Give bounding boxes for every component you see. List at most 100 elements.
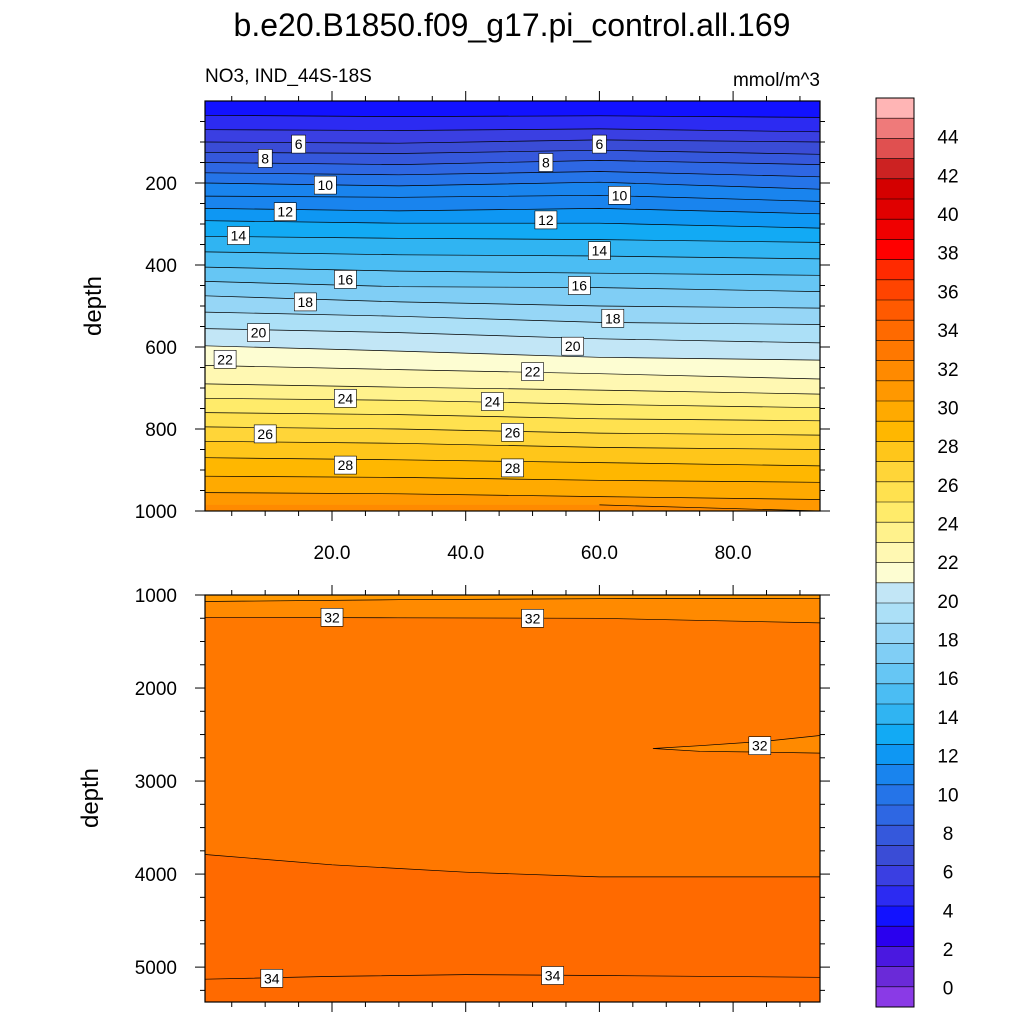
contour-label-bot-3: 34	[260, 968, 284, 988]
colorbar-swatch-11	[876, 320, 914, 341]
colorbar-swatch-10	[876, 300, 914, 321]
colorbar-swatch-40	[876, 906, 914, 927]
contour-label-top-5: 10	[608, 186, 631, 205]
contour-label-top-22: 28	[334, 455, 357, 475]
colorbar-swatch-21	[876, 522, 914, 543]
contour-line-top-9-5	[205, 171, 820, 178]
x-tick-label-top-0: 20.0	[314, 543, 351, 564]
contour-label-top-20: 26	[253, 424, 277, 444]
contour-label-top-23: 28	[501, 458, 524, 478]
y-tick-label-top-0: 200	[145, 174, 177, 195]
colorbar-swatch-14	[876, 380, 914, 402]
contour-label-top-17: 22	[521, 362, 544, 381]
colorbar-swatch-44	[876, 986, 914, 1008]
colorbar-swatch-26	[876, 623, 914, 644]
contour-line-top-20-16	[205, 328, 820, 344]
colorbar-swatch-34	[876, 784, 914, 806]
contour-label-text: 34	[545, 968, 561, 984]
y-tick-label-bot-0: 1000	[135, 586, 177, 607]
colorbar-frame	[875, 97, 915, 1008]
colorbar-swatch-3	[876, 158, 914, 180]
contour-label-top-8: 14	[227, 226, 250, 245]
contour-line-top-25-21	[205, 412, 820, 422]
contour-label-text: 6	[596, 136, 604, 152]
colorbar-swatch-20	[876, 502, 914, 523]
contour-line-top-15-11	[205, 251, 820, 260]
contour-line-bot-31-0	[205, 597, 820, 602]
colorbar-label-2: 40	[937, 205, 958, 226]
contour-label-text: 10	[612, 187, 628, 203]
lower-panel-contour-labels: 32 32 32 34 34	[260, 607, 772, 988]
contour-label-box	[227, 226, 250, 245]
y-tick-label-bot-2: 3000	[135, 772, 177, 793]
lower-panel-contour-lines	[205, 597, 820, 980]
y-tick-label-top-3: 800	[145, 420, 177, 441]
contour-label-text: 22	[217, 351, 233, 367]
contour-label-box	[293, 292, 317, 312]
y-tick-label-top-4: 1000	[135, 502, 177, 523]
colorbar-swatch-4	[876, 178, 914, 200]
colorbar-swatch-30	[876, 704, 914, 725]
contour-label-text: 32	[525, 610, 541, 626]
contour-line-top-26-22	[205, 426, 820, 436]
colorbar-label-21: 2	[943, 940, 954, 961]
contour-line-top-5-1	[205, 128, 820, 133]
colorbar: 4442403836343230282624222018161412108642…	[875, 97, 959, 1008]
contour-label-text: 8	[261, 150, 269, 166]
contour-line-top-10-6	[205, 181, 820, 190]
colorbar-swatch-15	[876, 401, 914, 422]
contour-label-box	[748, 736, 772, 756]
contour-label-text: 16	[572, 278, 588, 294]
contour-label-top-0: 6	[291, 134, 306, 154]
contour-label-box	[481, 392, 504, 411]
contour-label-box	[601, 308, 625, 328]
colorbar-swatch-37	[876, 845, 914, 866]
contour-label-text: 26	[257, 426, 273, 442]
colorbar-swatch-6	[876, 219, 914, 240]
colorbar-label-17: 10	[937, 785, 958, 806]
lower-y-axis-label: depth	[77, 768, 104, 828]
contour-line-top-31-27	[599, 504, 820, 511]
colorbar-label-16: 12	[937, 747, 958, 768]
colorbar-label-1: 42	[937, 166, 958, 187]
contour-line-bot-33-3	[205, 854, 820, 878]
colorbar-label-9: 26	[937, 476, 958, 497]
contour-label-top-2: 8	[257, 149, 273, 168]
colorbar-swatch-38	[876, 865, 914, 887]
colorbar-swatch-31	[876, 724, 914, 745]
contour-label-text: 6	[295, 136, 303, 152]
contour-label-top-3: 8	[538, 153, 554, 172]
contour-label-box	[501, 458, 524, 478]
colorbar-label-10: 24	[937, 515, 959, 536]
contour-label-text: 10	[318, 177, 334, 193]
colorbar-swatch-32	[876, 744, 914, 765]
contour-line-top-23-19	[205, 383, 820, 395]
contour-label-text: 28	[505, 460, 521, 476]
contour-label-text: 18	[605, 310, 621, 326]
contour-label-text: 20	[251, 325, 267, 341]
colorbar-swatch-22	[876, 542, 914, 563]
colorbar-label-12: 20	[937, 592, 958, 613]
units-label: mmol/m^3	[733, 70, 820, 91]
contour-label-text: 12	[538, 212, 554, 228]
colorbar-label-3: 38	[937, 244, 958, 265]
colorbar-label-14: 16	[937, 669, 958, 690]
colorbar-label-4: 36	[937, 282, 958, 303]
contour-label-box	[541, 966, 564, 985]
contour-label-box	[334, 455, 357, 475]
x-tick-label-top-3: 80.0	[715, 543, 752, 564]
contour-line-top-13-9	[205, 220, 820, 229]
colorbar-swatch-27	[876, 643, 914, 664]
lower-panel-fill	[205, 595, 820, 1002]
contour-line-top-8-4	[205, 160, 820, 165]
contour-label-text: 32	[752, 738, 768, 754]
contour-label-box	[521, 608, 544, 628]
lower-panel-ticks: 1000 2000 3000 4000 5000	[135, 585, 830, 1012]
colorbar-swatch-16	[876, 421, 914, 442]
colorbar-label-22: 0	[943, 979, 954, 1000]
contour-label-text: 34	[264, 970, 280, 986]
colorbar-label-19: 6	[943, 863, 954, 884]
contour-label-top-16: 22	[213, 349, 237, 369]
x-tick-label-top-2: 60.0	[581, 543, 618, 564]
contour-label-text: 22	[525, 364, 541, 380]
